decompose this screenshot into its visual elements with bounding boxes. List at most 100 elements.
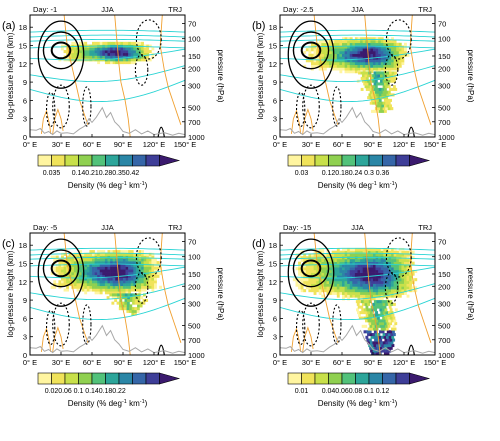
density-cell (396, 64, 400, 68)
density-cell (381, 300, 385, 304)
density-cell (129, 298, 133, 302)
x-tick-label: 60° E (333, 358, 351, 367)
density-cell (295, 280, 299, 284)
density-cell (326, 64, 330, 68)
density-cell (138, 288, 142, 292)
colorbar-swatch (145, 154, 160, 167)
density-cell (336, 59, 340, 63)
density-cell (357, 59, 361, 63)
density-cell (76, 252, 80, 256)
density-cell (99, 285, 103, 289)
density-cell (367, 319, 371, 323)
density-cell (305, 269, 309, 273)
density-cell (391, 313, 395, 317)
density-cell (352, 42, 356, 46)
density-cell (396, 278, 400, 282)
density-cell (357, 253, 361, 257)
density-cell (117, 50, 121, 54)
topography-line (30, 324, 185, 354)
density-cell (363, 71, 367, 75)
density-cell (404, 278, 407, 282)
density-cell (305, 264, 309, 268)
theta-contour (280, 65, 435, 83)
density-cell (137, 296, 141, 300)
colorbar-swatch (159, 154, 181, 167)
density-cell (342, 297, 345, 301)
density-cell (398, 291, 402, 295)
density-cell (360, 289, 363, 293)
density-cell (373, 283, 376, 287)
density-cell (360, 250, 363, 254)
density-cell (134, 309, 138, 313)
density-cell (373, 61, 376, 66)
density-cell (148, 255, 152, 259)
density-cell (376, 109, 380, 113)
density-cell (97, 283, 101, 287)
density-cell (71, 50, 75, 54)
colorbar-tick-label: 0.14 (85, 388, 99, 395)
density-cell (97, 280, 101, 284)
density-cell (117, 269, 121, 273)
colorbar-swatch (132, 372, 147, 385)
density-cell (378, 272, 382, 276)
y-tick-label: 9 (273, 78, 277, 87)
density-cell (148, 283, 152, 287)
density-cell (375, 311, 378, 315)
density-cell (97, 277, 101, 281)
density-cell (374, 308, 378, 312)
density-cell (378, 71, 382, 75)
density-cell (92, 288, 95, 292)
density-cell (50, 255, 54, 259)
density-cell (323, 40, 327, 44)
colorbar-swatch (37, 372, 52, 385)
density-cell (378, 291, 382, 295)
density-cell (404, 264, 407, 268)
density-cell (344, 56, 348, 60)
density-cell (89, 258, 93, 262)
density-cell (135, 50, 139, 54)
density-cell (124, 293, 128, 297)
density-cell (107, 58, 111, 62)
density-cell (84, 291, 88, 295)
density-cell (84, 280, 88, 284)
density-cell (63, 50, 67, 54)
density-cell (53, 258, 57, 262)
density-cell (352, 250, 356, 254)
density-cell (141, 261, 144, 265)
density-cell (104, 277, 108, 281)
density-cell (68, 272, 72, 276)
density-cell (336, 250, 340, 254)
density-cell (388, 261, 392, 265)
density-cell (73, 52, 77, 56)
density-cell (370, 67, 374, 71)
density-cell (342, 40, 345, 44)
density-cell (365, 294, 369, 298)
density-cell (323, 42, 327, 46)
density-cell (388, 67, 392, 71)
density-cell (354, 291, 358, 295)
density-cell (388, 269, 392, 273)
density-cell (347, 283, 351, 287)
density-cell (66, 50, 70, 54)
theta-contour (30, 266, 185, 279)
density-cell (385, 79, 389, 83)
density-cell (396, 283, 400, 287)
density-cell (391, 275, 394, 279)
density-cell (321, 272, 325, 276)
density-cell (151, 266, 155, 270)
density-cell (141, 47, 144, 51)
density-cell (375, 59, 379, 63)
density-cell (102, 250, 106, 254)
density-cell (396, 294, 400, 298)
density-cell (84, 50, 88, 54)
density-cell (344, 48, 348, 52)
density-cell (406, 53, 410, 57)
density-cell (84, 47, 88, 51)
density-cell (388, 283, 392, 287)
density-cell (316, 286, 320, 290)
density-cell (130, 50, 134, 54)
density-cell (396, 59, 400, 63)
density-cell (138, 272, 142, 276)
density-cell (344, 247, 348, 251)
density-cell (342, 264, 345, 268)
